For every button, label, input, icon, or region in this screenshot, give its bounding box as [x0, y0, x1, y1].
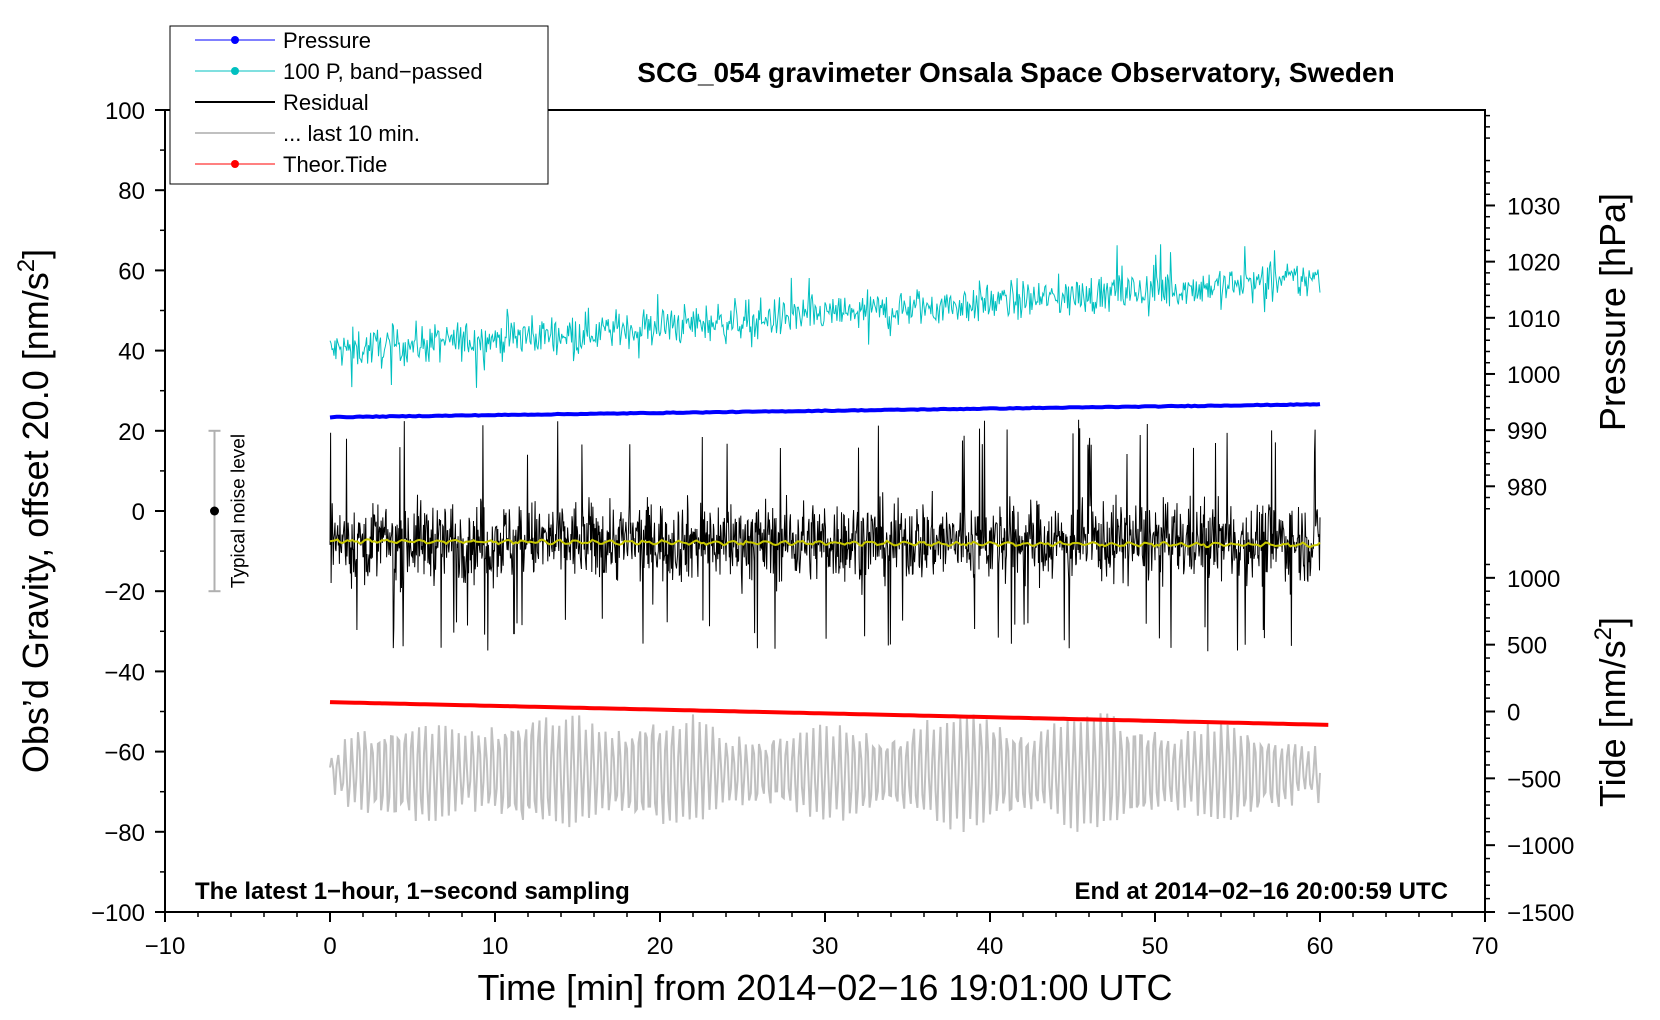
- y-tick-label: 60: [118, 258, 145, 285]
- y-axis-label-end: ]: [15, 249, 56, 259]
- x-tick-label: 70: [1472, 933, 1499, 960]
- pressure-tick-label: 1030: [1507, 193, 1560, 220]
- x-tick-label: 50: [1142, 933, 1169, 960]
- y-tick-label: 40: [118, 339, 145, 366]
- y-tick-label: −80: [104, 820, 145, 847]
- legend-label-bandpassed: 100 P, band−passed: [283, 59, 483, 84]
- x-tick-label: 0: [323, 933, 336, 960]
- pressure-tick-label: 980: [1507, 474, 1547, 501]
- end-time-note: End at 2014−02−16 20:00:59 UTC: [1074, 878, 1448, 905]
- tide-tick-label: −1000: [1507, 833, 1574, 860]
- residual-line: [329, 419, 1321, 652]
- pressure-axis-label: Pressure [hPa]: [1592, 193, 1633, 431]
- legend-marker-pressure: [231, 36, 239, 44]
- pressure-tick-label: 1000: [1507, 362, 1560, 389]
- y-tick-label: −40: [104, 659, 145, 686]
- smoothed-residual-series: [329, 538, 1321, 549]
- y-tick-label: 0: [132, 499, 145, 526]
- sampling-note: The latest 1−hour, 1−second sampling: [195, 878, 630, 905]
- x-tick-label: 20: [647, 933, 674, 960]
- y-tick-label: −100: [91, 900, 145, 927]
- smoothed-residual-line: [329, 538, 1321, 549]
- bandpassed-series: [329, 244, 1321, 388]
- tide-tick-label: 1000: [1507, 566, 1560, 593]
- tide-tick-label: 0: [1507, 700, 1520, 727]
- x-tick-label: 60: [1307, 933, 1334, 960]
- x-axis-label: Time [min] from 2014−02−16 19:01:00 UTC: [477, 967, 1172, 1008]
- legend: Pressure 100 P, band−passed Residual ...…: [169, 25, 549, 185]
- legend-label-last-10-min: ... last 10 min.: [283, 121, 420, 146]
- pressure-tick-label: 990: [1507, 418, 1547, 445]
- x-tick-label: 40: [977, 933, 1004, 960]
- tide-axis-label-end: ]: [1592, 617, 1633, 627]
- y-axis: −100 −80 −60 −40 −20 0 20 40 60 80 100: [91, 98, 165, 927]
- legend-marker-bandpassed: [231, 67, 239, 75]
- noise-center-dot: [210, 506, 219, 516]
- pressure-tick-label: 1020: [1507, 250, 1560, 277]
- last-10-min-line: [329, 713, 1321, 833]
- last-10-min-series: [329, 713, 1321, 833]
- tide-axis-label-superscript: 2: [1590, 627, 1617, 640]
- y-tick-label: −60: [104, 740, 145, 767]
- bandpassed-line: [329, 244, 1321, 388]
- theoretical-tide-series: [329, 700, 1329, 727]
- x-tick-label: 30: [812, 933, 839, 960]
- pressure-axis: 980 990 1000 1010 1020 1030: [1485, 114, 1560, 510]
- tide-axis: −1500 −1000 −500 0 500 1000: [1485, 563, 1574, 927]
- x-tick-label: −10: [145, 933, 186, 960]
- noise-label: Typical noise level: [229, 434, 250, 588]
- legend-label-pressure: Pressure: [283, 28, 371, 53]
- tide-tick-label: −1500: [1507, 900, 1574, 927]
- y-tick-label: 100: [105, 98, 145, 125]
- y-axis-label: Obs’d Gravity, offset 20.0 [nm/s2]: [13, 249, 56, 773]
- tide-tick-label: −500: [1507, 766, 1561, 793]
- legend-label-tide: Theor.Tide: [283, 152, 387, 177]
- pressure-tick-label: 1010: [1507, 306, 1560, 333]
- y-axis-label-superscript: 2: [13, 259, 40, 272]
- chart-title: SCG_054 gravimeter Onsala Space Observat…: [637, 57, 1394, 88]
- y-tick-label: −20: [104, 579, 145, 606]
- tide-line: [329, 700, 1329, 727]
- legend-marker-tide: [231, 160, 239, 168]
- y-tick-label: 20: [118, 419, 145, 446]
- legend-label-residual: Residual: [283, 90, 369, 115]
- y-tick-label: 80: [118, 178, 145, 205]
- noise-level-marker: Typical noise level: [208, 429, 250, 593]
- residual-series: [329, 419, 1321, 652]
- pressure-series: [329, 402, 1321, 420]
- x-tick-label: 10: [482, 933, 509, 960]
- legend-box: [169, 25, 549, 185]
- tide-tick-label: 500: [1507, 633, 1547, 660]
- x-axis: −10 0 10 20 30 40 50 60 70: [145, 912, 1499, 960]
- pressure-line: [329, 402, 1321, 420]
- tide-axis-label: Tide [nm/s2]: [1590, 617, 1633, 807]
